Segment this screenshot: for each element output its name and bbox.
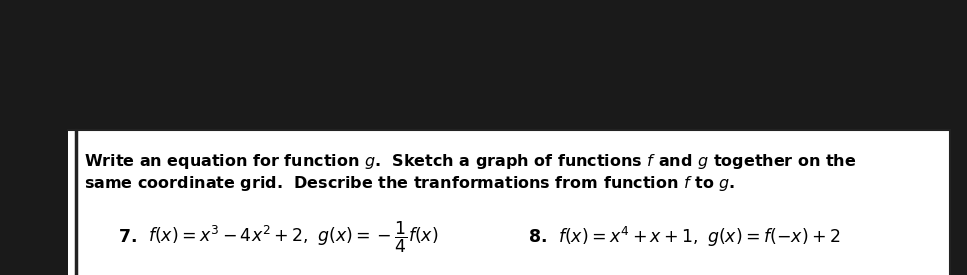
Text: $f(x) = x^4 + x + 1, \ g(x) = f(-x) + 2$: $f(x) = x^4 + x + 1, \ g(x) = f(-x) + 2$ bbox=[558, 225, 840, 249]
Text: same coordinate grid.  Describe the tranformations from function $\mathit{f}$ to: same coordinate grid. Describe the tranf… bbox=[84, 174, 736, 193]
Text: $\mathbf{8.}$: $\mathbf{8.}$ bbox=[528, 228, 547, 246]
Bar bbox=[68, 130, 950, 275]
Text: $f(x) = x^3 - 4x^2 + 2, \ g(x) = -\dfrac{1}{4}f(x)$: $f(x) = x^3 - 4x^2 + 2, \ g(x) = -\dfrac… bbox=[148, 219, 438, 255]
Text: Write an equation for function $\mathit{g}$.  Sketch a graph of functions $\math: Write an equation for function $\mathit{… bbox=[84, 152, 857, 171]
Text: $\mathbf{7.}$: $\mathbf{7.}$ bbox=[118, 228, 137, 246]
